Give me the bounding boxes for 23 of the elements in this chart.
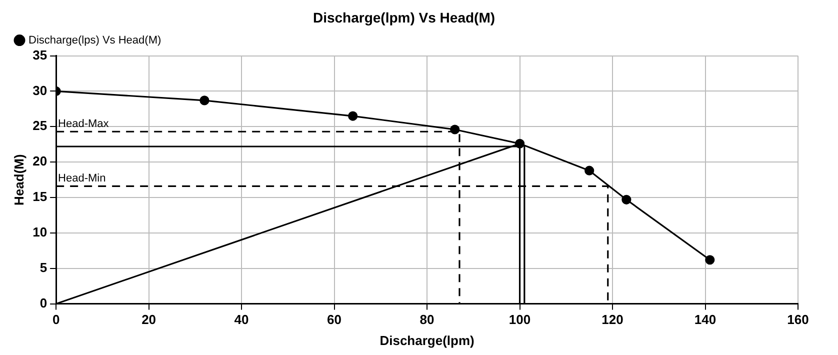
annotation: Head-Min [58, 172, 106, 185]
x-tick-label: 140 [694, 312, 716, 328]
y-tick-label: 5 [40, 260, 48, 275]
x-tick-label: 20 [142, 312, 156, 328]
y-tick-label: 30 [32, 82, 48, 98]
y-tick-label: 20 [32, 154, 48, 169]
y-tick-label: 0 [40, 295, 48, 310]
y-axis-title: Head(M) [11, 154, 26, 206]
x-tick-label: 120 [602, 312, 624, 328]
x-tick-label: 80 [420, 312, 434, 328]
y-tick-label: 25 [32, 118, 48, 134]
y-tick-label: 10 [32, 224, 48, 240]
x-tick-label: 60 [327, 312, 342, 328]
x-tick-label: 100 [508, 312, 531, 328]
x-axis-title: Discharge(lpm) [380, 332, 474, 348]
chart-title: Discharge(lpm) Vs Head(M) [312, 9, 496, 26]
x-tick-label: 0 [52, 312, 60, 328]
x-tick-label: 160 [787, 312, 809, 328]
y-tick-label: 15 [32, 189, 48, 204]
x-tick-label: 40 [234, 312, 249, 328]
annotation: Head-Max [58, 118, 110, 130]
y-tick-label: 35 [32, 47, 48, 62]
legend-label: Discharge(lps) Vs Head(M) [28, 34, 162, 46]
